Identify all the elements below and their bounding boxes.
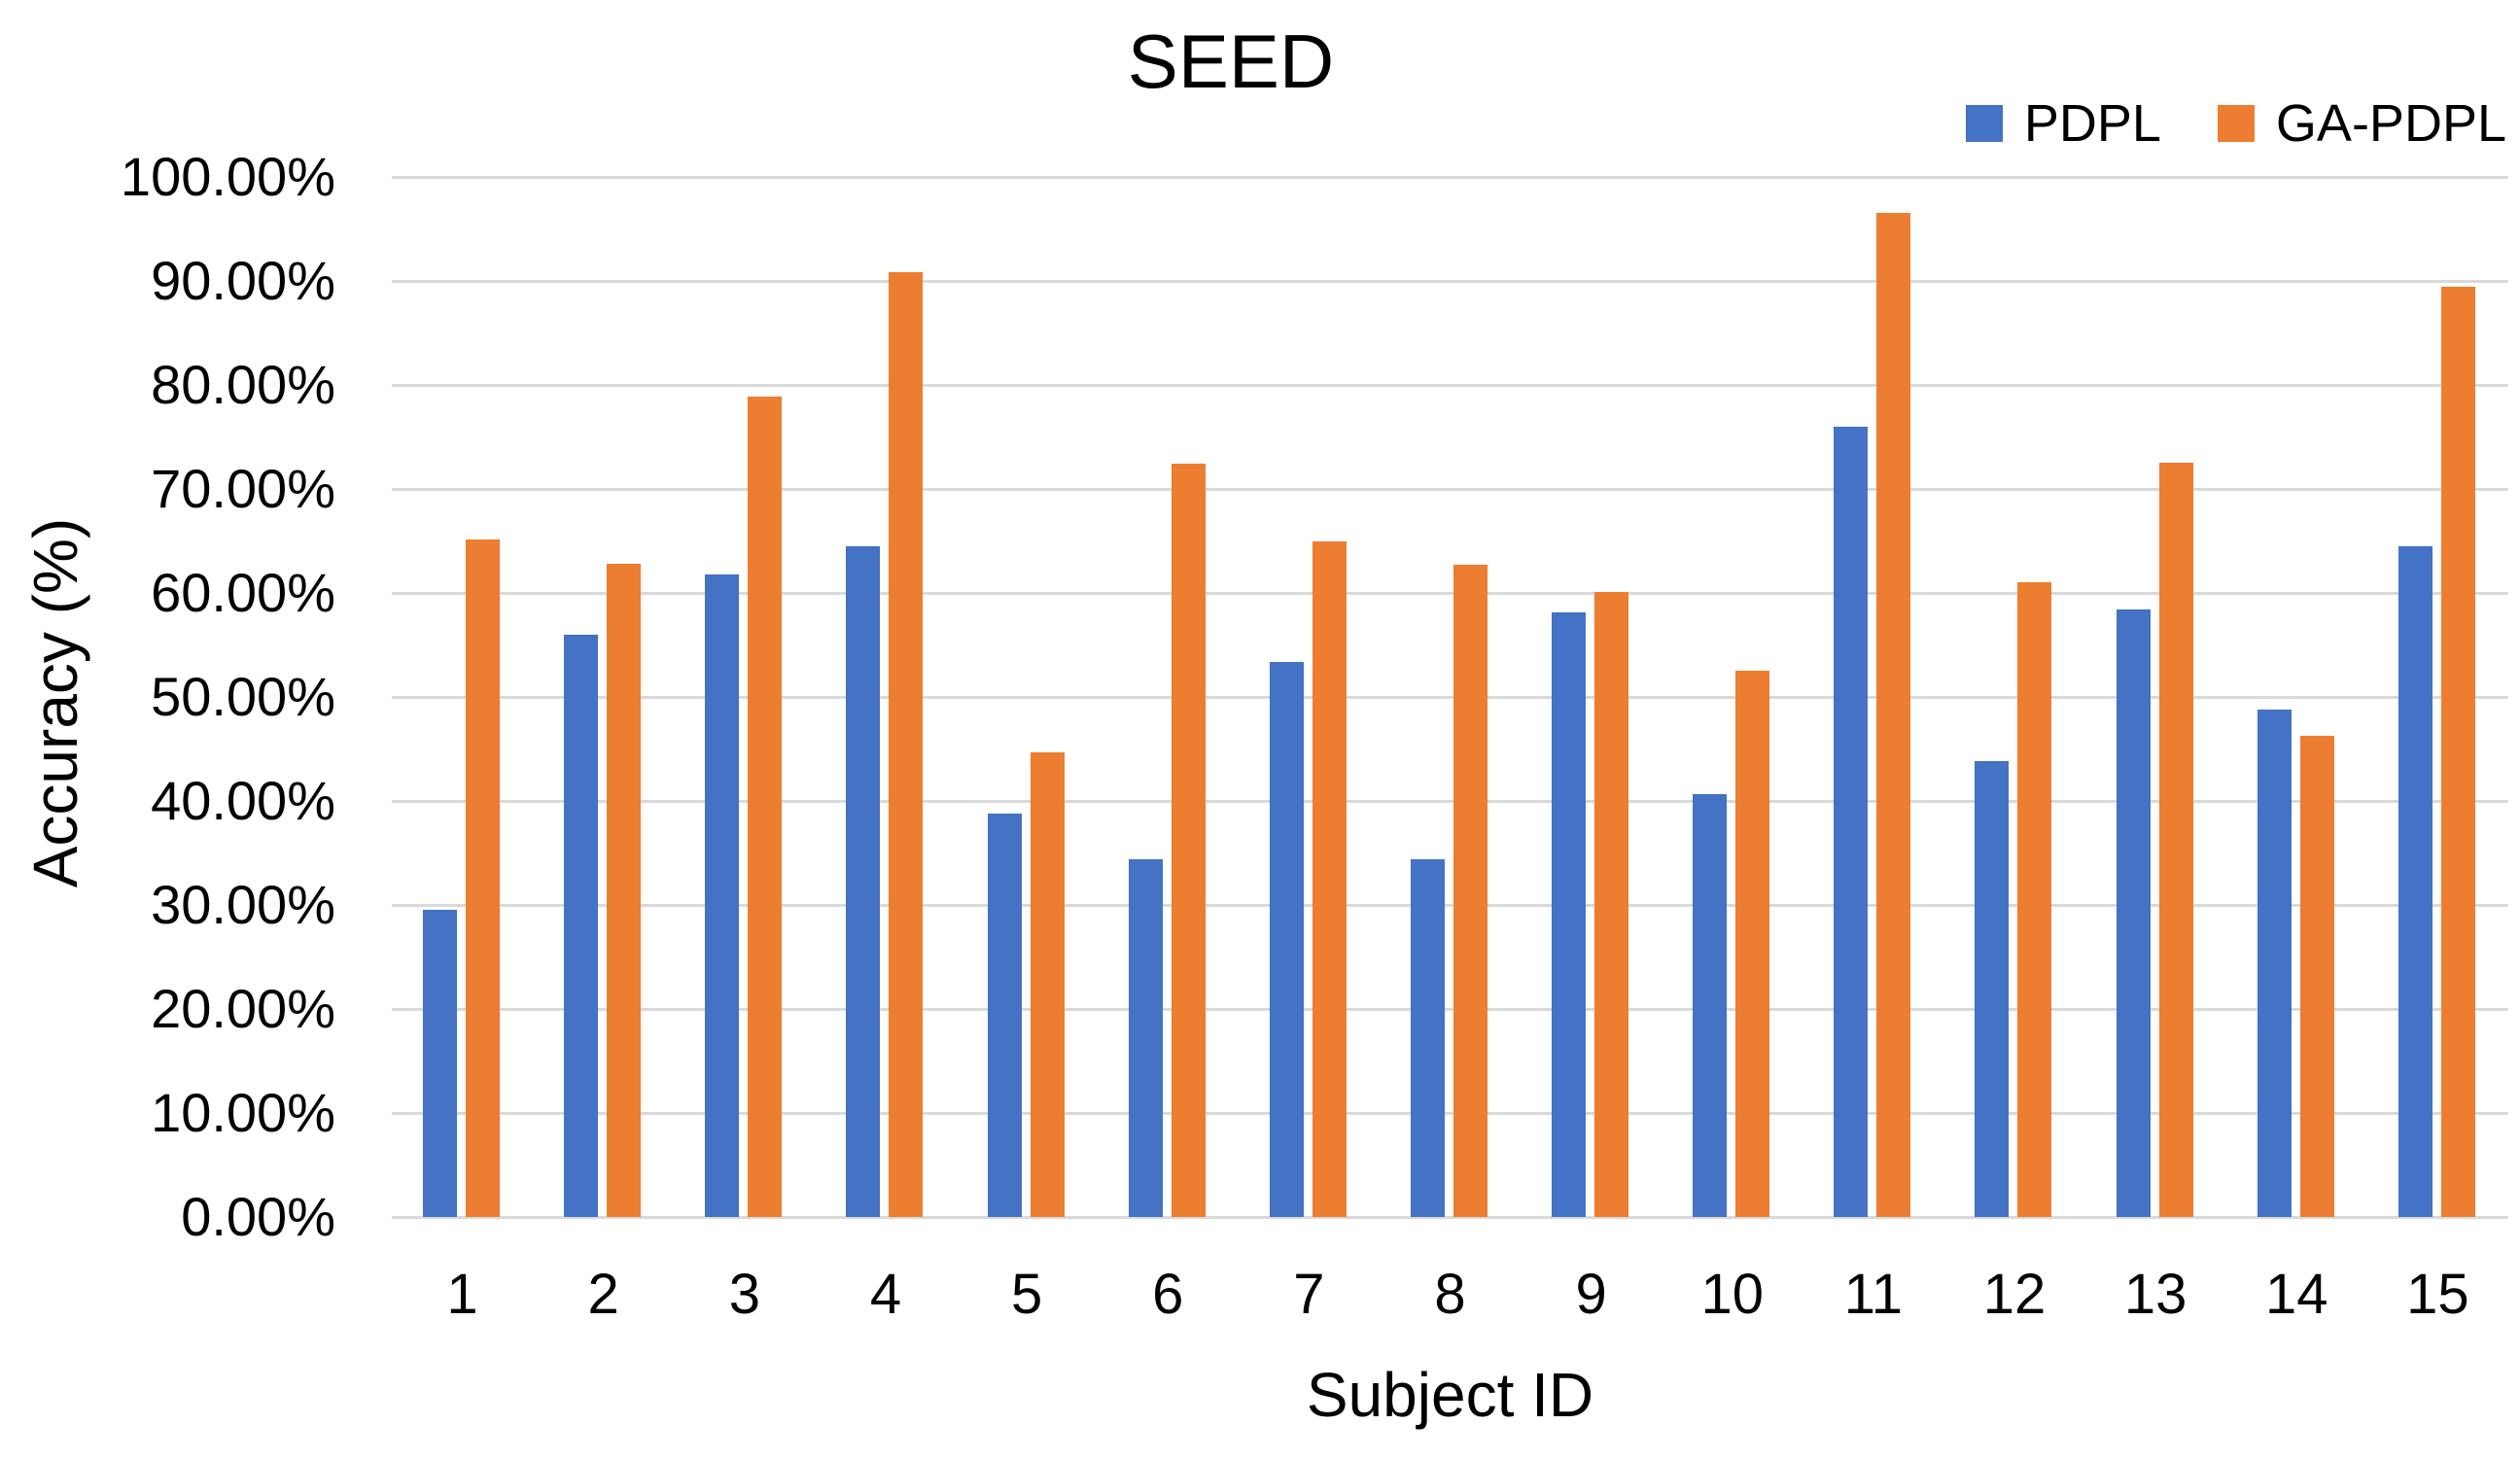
ga-pdpl-swatch-icon (2217, 105, 2255, 142)
bar-pdpl-subject-3 (705, 573, 740, 1217)
bar-ga-pdpl-subject-8 (1452, 565, 1488, 1217)
y-tick-label-80: 80.00% (151, 354, 335, 415)
bar-pdpl-subject-1 (423, 910, 457, 1217)
y-tick-label-100: 100.00% (120, 146, 335, 207)
gridline-100 (392, 176, 2508, 179)
bar-pdpl-subject-5 (987, 813, 1022, 1217)
y-tick-label-10: 10.00% (151, 1082, 335, 1143)
bar-ga-pdpl-subject-5 (1030, 751, 1065, 1217)
gridline-70 (392, 488, 2508, 491)
y-tick-label-20: 20.00% (151, 978, 335, 1039)
gridline-50 (392, 696, 2508, 699)
y-tick-label-90: 90.00% (151, 250, 335, 311)
x-tick-label-9: 9 (1575, 1263, 1607, 1326)
bar-ga-pdpl-subject-2 (607, 564, 642, 1217)
bar-pdpl-subject-15 (2398, 545, 2432, 1217)
bar-pdpl-subject-13 (2116, 609, 2151, 1217)
y-tick-label-60: 60.00% (151, 562, 335, 623)
bar-ga-pdpl-subject-7 (1312, 540, 1347, 1217)
x-tick-label-15: 15 (2406, 1263, 2469, 1326)
gridline-20 (392, 1008, 2508, 1011)
bar-ga-pdpl-subject-4 (889, 272, 924, 1217)
bar-ga-pdpl-subject-10 (1735, 671, 1770, 1217)
x-tick-label-6: 6 (1152, 1263, 1184, 1326)
pdpl-swatch-icon (1965, 105, 2003, 142)
bar-pdpl-subject-12 (1975, 761, 2010, 1217)
bar-ga-pdpl-subject-11 (1876, 213, 1911, 1217)
x-tick-label-3: 3 (728, 1263, 760, 1326)
legend-item-pdpl: PDPL (1965, 93, 2161, 154)
bar-ga-pdpl-subject-3 (748, 396, 783, 1217)
x-tick-label-2: 2 (587, 1263, 619, 1326)
bar-pdpl-subject-11 (1834, 426, 1869, 1217)
y-tick-label-50: 50.00% (151, 666, 335, 727)
bar-pdpl-subject-6 (1128, 858, 1163, 1217)
legend-label-ga-pdpl: GA-PDPL (2275, 94, 2506, 153)
bar-ga-pdpl-subject-6 (1171, 464, 1206, 1217)
y-tick-label-70: 70.00% (151, 458, 335, 519)
bar-pdpl-subject-8 (1410, 858, 1445, 1217)
bar-pdpl-subject-7 (1269, 661, 1304, 1217)
x-tick-label-1: 1 (446, 1263, 478, 1326)
legend: PDPL GA-PDPL (1965, 93, 2506, 154)
x-tick-label-11: 11 (1843, 1263, 1903, 1326)
x-tick-label-7: 7 (1293, 1263, 1325, 1326)
gridline-80 (392, 384, 2508, 387)
x-axis-title: Subject ID (1306, 1360, 1594, 1430)
bar-pdpl-subject-9 (1552, 612, 1587, 1217)
bar-ga-pdpl-subject-1 (466, 539, 500, 1217)
gridline-90 (392, 280, 2508, 283)
x-tick-label-8: 8 (1434, 1263, 1466, 1326)
bar-ga-pdpl-subject-14 (2299, 735, 2334, 1217)
x-tick-label-13: 13 (2123, 1263, 2188, 1326)
bar-pdpl-subject-2 (564, 634, 599, 1217)
legend-item-ga-pdpl: GA-PDPL (2217, 93, 2506, 154)
bar-ga-pdpl-subject-12 (2017, 582, 2052, 1217)
bar-pdpl-subject-14 (2257, 709, 2292, 1217)
bar-ga-pdpl-subject-15 (2440, 287, 2475, 1217)
gridline-0 (392, 1216, 2508, 1219)
x-tick-label-4: 4 (869, 1263, 902, 1326)
bar-ga-pdpl-subject-13 (2158, 463, 2193, 1217)
bar-ga-pdpl-subject-9 (1594, 591, 1629, 1217)
legend-label-pdpl: PDPL (2023, 94, 2161, 153)
gridline-60 (392, 592, 2508, 595)
bar-pdpl-subject-4 (846, 545, 881, 1217)
chart-title: SEED (1127, 18, 1335, 104)
gridline-30 (392, 904, 2508, 907)
x-tick-label-5: 5 (1010, 1263, 1043, 1326)
y-tick-label-40: 40.00% (151, 770, 335, 831)
plot-area (392, 176, 2508, 1219)
gridline-10 (392, 1112, 2508, 1115)
x-tick-label-10: 10 (1700, 1263, 1764, 1326)
y-tick-label-0: 0.00% (181, 1186, 335, 1247)
x-tick-label-12: 12 (1982, 1263, 2047, 1326)
gridline-40 (392, 800, 2508, 803)
y-tick-label-30: 30.00% (151, 874, 335, 935)
x-tick-label-14: 14 (2265, 1263, 2328, 1326)
bar-pdpl-subject-10 (1693, 793, 1728, 1217)
